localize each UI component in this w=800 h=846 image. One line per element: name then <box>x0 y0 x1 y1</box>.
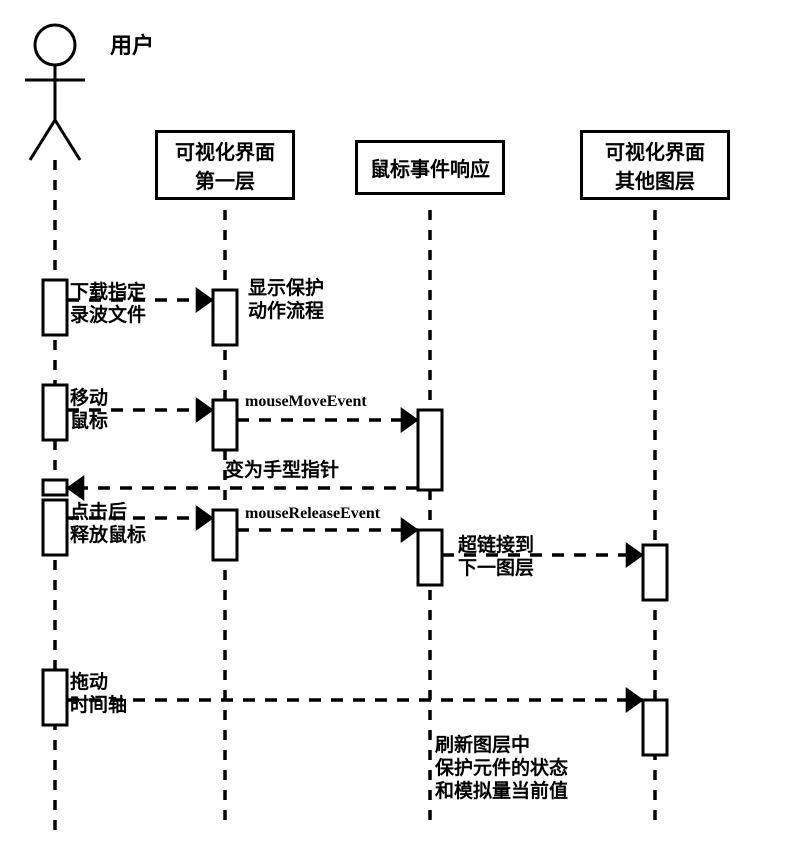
participant-other-layers: 可视化界面其他图层 <box>580 130 730 200</box>
participant-layer1: 可视化界面第一层 <box>155 130 295 200</box>
message-label-m_move_mouse: 移动鼠标 <box>70 388 108 434</box>
message-label-m_mme: mouseMoveEvent <box>245 392 367 411</box>
actor-label: 用户 <box>110 28 154 60</box>
message-label-m_click: 点击后释放鼠标 <box>70 502 146 548</box>
sequence-diagram: 可视化界面第一层 鼠标事件响应 可视化界面其他图层 用户 下载指定录波文件 显示保… <box>0 0 800 846</box>
diagram-lines <box>0 0 800 846</box>
message-label-m_refresh: 刷新图层中保护元件的状态和模拟量当前值 <box>435 735 568 803</box>
message-label-m_hyperlink: 超链接到下一图层 <box>458 535 534 581</box>
message-label-m_hand_ptr: 变为手型指针 <box>225 460 339 483</box>
message-label-m_display: 显示保护动作流程 <box>248 278 324 324</box>
participant-mouse-event: 鼠标事件响应 <box>355 140 505 195</box>
message-label-m_mre: mouseReleaseEvent <box>245 504 380 523</box>
message-label-m_drag: 拖动时间轴 <box>70 672 127 718</box>
message-label-m_download: 下载指定录波文件 <box>70 282 146 328</box>
